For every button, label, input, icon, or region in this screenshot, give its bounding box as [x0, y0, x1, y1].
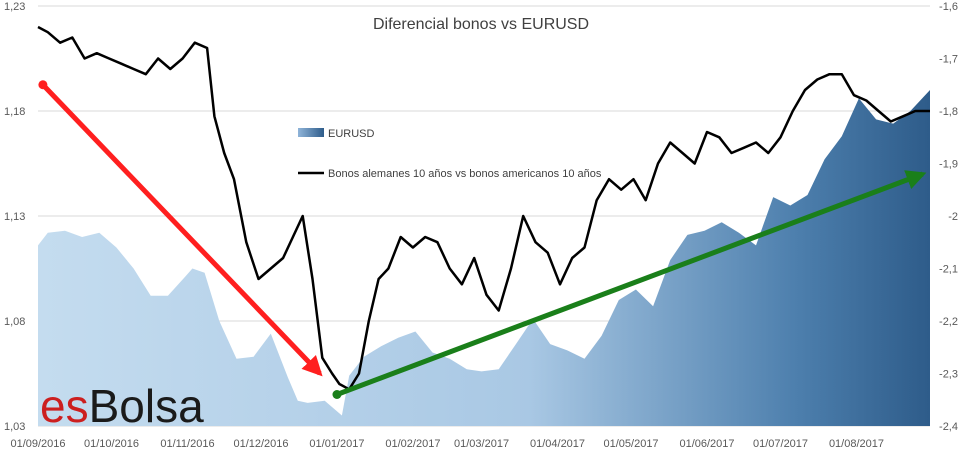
y-right-tick-label: -1,9 — [939, 159, 958, 171]
y-left-tick-label: 1,03 — [4, 421, 25, 433]
x-tick-label: 01/09/2016 — [10, 438, 65, 450]
red-down-arrow — [41, 83, 323, 377]
x-tick-label: 01/07/2017 — [753, 438, 808, 450]
x-tick-label: 01/04/2017 — [530, 438, 585, 450]
x-tick-label: 01/11/2016 — [160, 438, 214, 450]
legend-label-spread: Bonos alemanes 10 años vs bonos american… — [328, 168, 602, 180]
svg-text:esBolsa: esBolsa — [40, 380, 204, 432]
x-tick-label: 01/10/2016 — [84, 438, 139, 450]
eurusd-area — [38, 90, 930, 426]
y-right-tick-label: -2,2 — [939, 316, 958, 328]
y-left-axis-ticks: 1,03 1,08 1,13 1,18 1,23 — [4, 1, 25, 433]
y-left-tick-label: 1,23 — [4, 1, 25, 13]
x-tick-label: 01/05/2017 — [604, 438, 659, 450]
x-axis-ticks: 01/09/2016 01/10/2016 01/11/2016 01/12/2016… — [10, 438, 884, 450]
y-right-axis-ticks: -1,6 -1,7 -1,8 -1,9 -2 -2,1 -2,2 -2,3 -2,4 — [939, 1, 958, 433]
y-right-tick-label: -2,4 — [939, 421, 958, 433]
spread-line — [37, 25, 930, 391]
legend: EURUSD Bonos alemanes 10 años vs bonos a… — [298, 128, 602, 180]
x-tick-label: 01/08/2017 — [829, 438, 884, 450]
green-arrow-start-dot — [332, 390, 342, 399]
green-up-arrow — [336, 170, 927, 397]
y-left-tick-label: 1,08 — [4, 316, 25, 328]
y-right-tick-label: -1,7 — [939, 54, 958, 66]
brand-logo-bolsa: Bolsa — [89, 380, 204, 432]
x-tick-label: 01/06/2017 — [679, 438, 734, 450]
y-right-tick-label: -2 — [948, 211, 958, 223]
x-tick-label: 01/02/2017 — [385, 438, 440, 450]
brand-logo: esBolsa — [40, 380, 204, 432]
red-arrow-start-dot — [38, 80, 48, 90]
x-tick-label: 01/03/2017 — [454, 438, 509, 450]
y-right-tick-label: -1,6 — [939, 1, 958, 13]
x-tick-label: 01/12/2016 — [233, 438, 288, 450]
y-right-tick-label: -2,1 — [939, 264, 958, 276]
legend-swatch-eurusd — [298, 128, 324, 137]
y-left-tick-label: 1,13 — [4, 211, 25, 223]
x-tick-label: 01/01/2017 — [309, 438, 364, 450]
y-right-tick-label: -2,3 — [939, 369, 958, 381]
brand-logo-es: es — [40, 380, 89, 432]
y-left-tick-label: 1,18 — [4, 106, 25, 118]
y-right-tick-label: -1,8 — [939, 106, 958, 118]
legend-label-eurusd: EURUSD — [328, 128, 375, 140]
chart-title: Diferencial bonos vs EURUSD — [373, 16, 589, 33]
